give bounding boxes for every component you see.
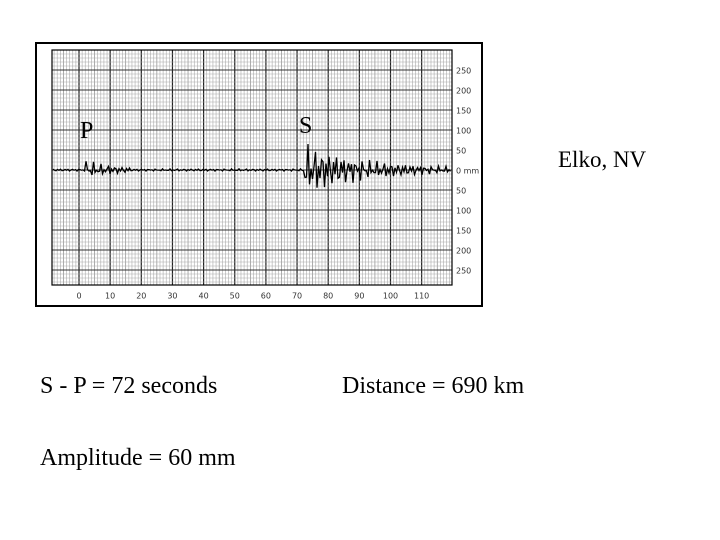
s-wave-label: S	[299, 113, 312, 139]
y-label: 150	[456, 107, 471, 116]
y-label: 250	[456, 267, 471, 276]
y-label: 50	[456, 147, 466, 156]
x-label: 70	[292, 292, 302, 301]
y-label: 100	[456, 127, 471, 136]
x-label: 50	[230, 292, 240, 301]
x-label: 0	[76, 292, 81, 301]
y-label: 250	[456, 67, 471, 76]
y-label: 50	[456, 187, 466, 196]
s-minus-p: S - P = 72 seconds	[40, 373, 217, 399]
y-label: 200	[456, 87, 471, 96]
y-label: 150	[456, 227, 471, 236]
axis-labels: 0 10 20 30 40 50 60 70 80 90 100 110 250 200 150 100 50 0…	[76, 67, 479, 301]
y-label: 200	[456, 247, 471, 256]
x-label: 10	[105, 292, 115, 301]
x-label: 20	[136, 292, 146, 301]
x-label: 90	[354, 292, 364, 301]
x-label: 40	[199, 292, 209, 301]
y-label: 100	[456, 207, 471, 216]
y-label: 0 mm	[456, 167, 479, 176]
distance: Distance = 690 km	[342, 373, 525, 399]
x-label: 60	[261, 292, 271, 301]
seismogram-trace	[52, 143, 451, 188]
amplitude: Amplitude = 60 mm	[40, 445, 236, 471]
x-label: 100	[383, 292, 398, 301]
x-label: 80	[323, 292, 333, 301]
station-name: Elko, NV	[558, 147, 647, 172]
x-label: 30	[167, 292, 177, 301]
p-wave-label: P	[80, 118, 93, 144]
grid-border	[51, 49, 453, 286]
x-label: 110	[414, 292, 429, 301]
